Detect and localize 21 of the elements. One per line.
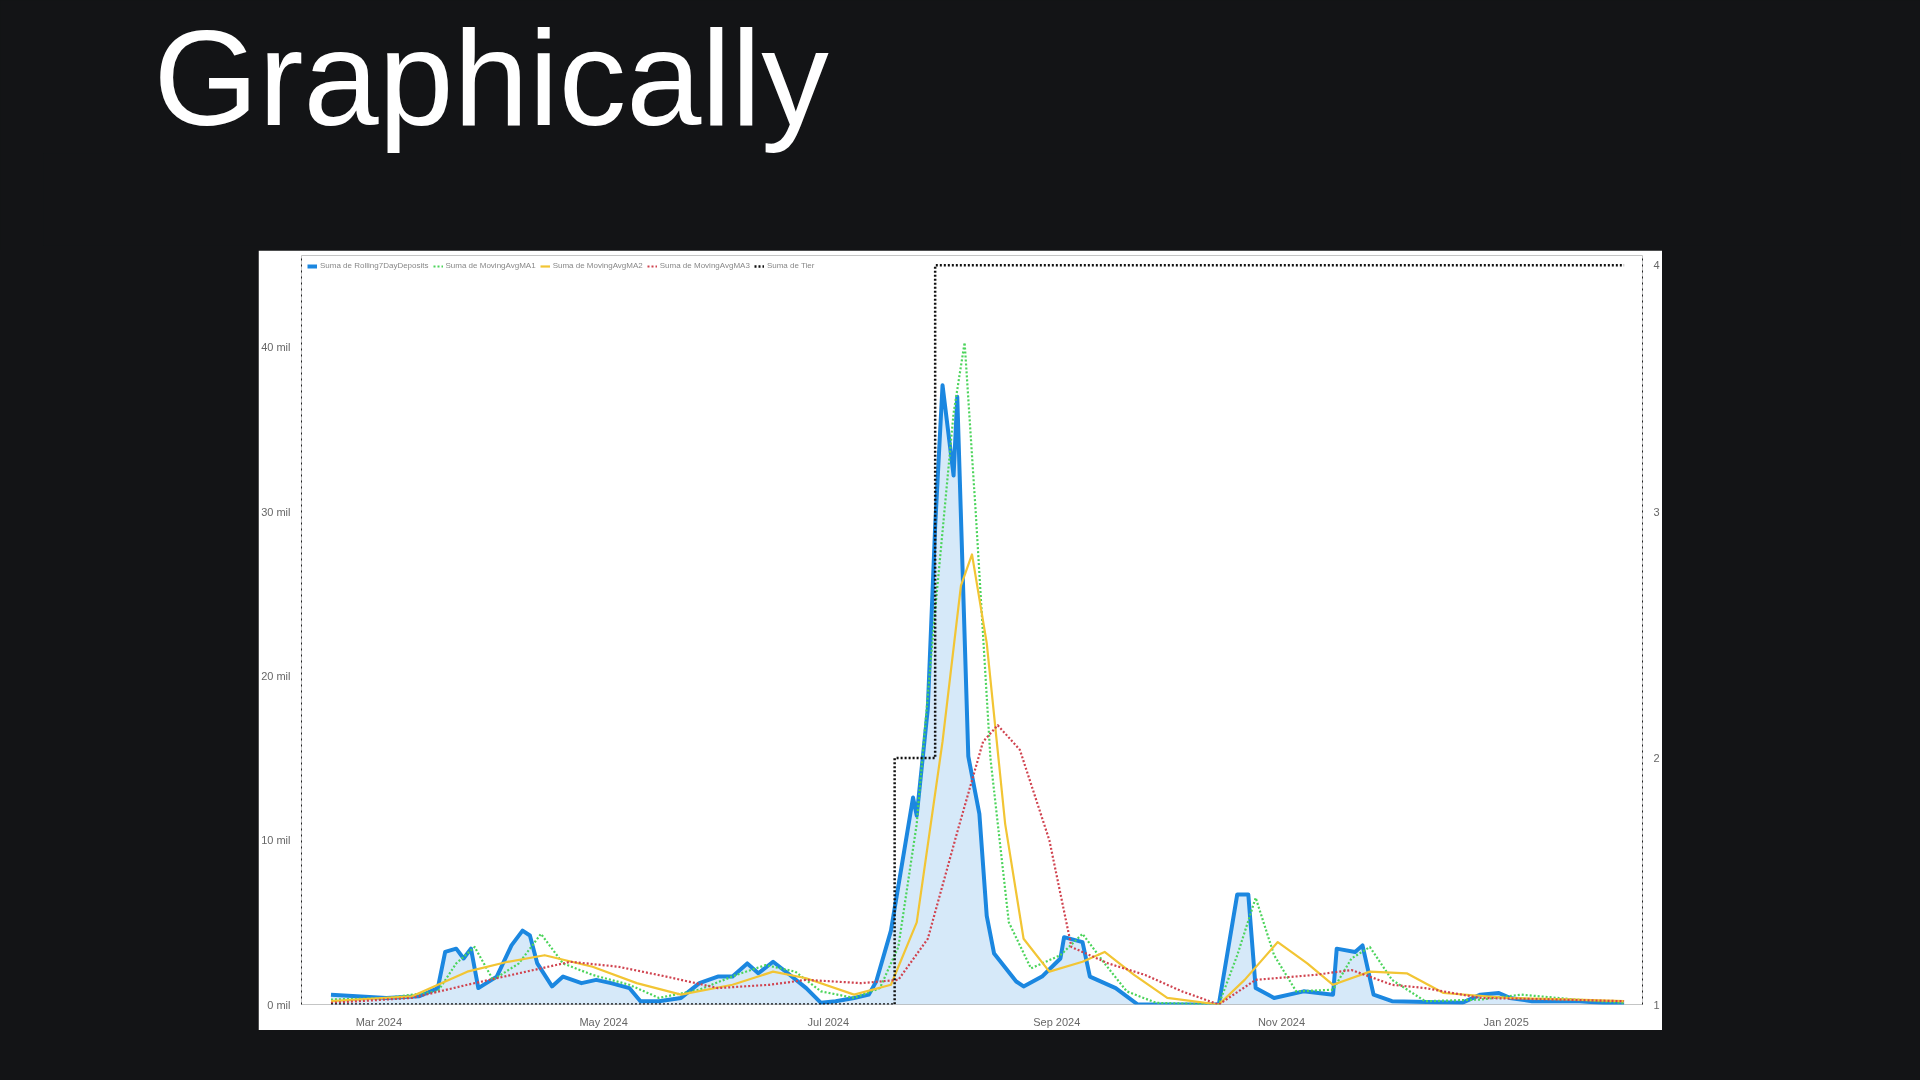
x-tick-label: May 2024 — [579, 1015, 628, 1028]
legend-label: Suma de Tier — [766, 261, 815, 270]
y2-tick-label: 3 — [1653, 505, 1660, 518]
legend-label: Suma de MovingAvgMA3 — [659, 261, 750, 270]
x-tick-label: Nov 2024 — [1257, 1015, 1306, 1028]
y2-tick-label: 1 — [1653, 998, 1660, 1011]
legend-label: Suma de MovingAvgMA2 — [552, 261, 643, 270]
x-tick-label: Jul 2024 — [807, 1015, 850, 1028]
x-tick-label: Jan 2025 — [1483, 1015, 1529, 1028]
x-tick-label: Sep 2024 — [1033, 1015, 1081, 1028]
x-tick-label: Mar 2024 — [355, 1015, 403, 1028]
legend-label: Suma de Rolling7DayDeposits — [320, 261, 429, 270]
chart-title: Graphically — [153, 2, 830, 154]
y-tick-label: 0 mil — [267, 998, 291, 1011]
y-tick-label: 30 mil — [261, 505, 291, 518]
y2-tick-label: 2 — [1653, 752, 1660, 765]
y-tick-label: 40 mil — [261, 341, 291, 354]
y-tick-label: 10 mil — [261, 834, 291, 847]
legend-label: Suma de MovingAvgMA1 — [445, 261, 536, 270]
y2-tick-label: 4 — [1653, 259, 1660, 272]
y-tick-label: 20 mil — [261, 669, 291, 682]
